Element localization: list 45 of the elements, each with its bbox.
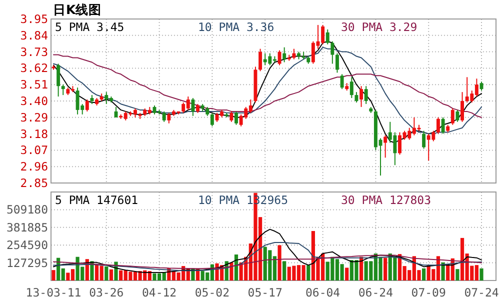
bar: [384, 258, 388, 280]
bar: [441, 262, 445, 280]
y-tick-label: 381885: [6, 220, 48, 234]
y-tick-label: 3.73: [20, 44, 48, 59]
y-tick-label: 127295: [6, 256, 48, 270]
y-tick-label: 3.95: [20, 12, 48, 26]
bar: [109, 269, 114, 280]
y-tick-label: 3.51: [20, 78, 48, 92]
bar: [345, 268, 349, 280]
bar: [480, 268, 484, 280]
x-tick-label: 13-03-11: [26, 286, 82, 300]
y-tick-label: 254590: [6, 238, 48, 252]
bar: [282, 261, 286, 280]
y-tick-label: 2.96: [20, 160, 48, 174]
bar: [456, 269, 460, 280]
x-tick-label: 06-24: [358, 286, 394, 300]
chart-title: 日K线图: [53, 2, 102, 17]
text: 30 PMA 3.29: [341, 20, 418, 34]
y-tick-label: 3.29: [20, 110, 48, 124]
bar: [104, 266, 108, 280]
y-tick-label: 3.40: [20, 94, 48, 108]
bar: [422, 268, 426, 280]
x-tick-label: 07-24: [464, 286, 499, 300]
x-tick-label: 04-12: [142, 286, 177, 300]
line-series: [53, 228, 482, 273]
text: 5 PMA 147601: [55, 193, 138, 207]
text: 10 PMA 3.36: [198, 20, 274, 34]
y-tick-label: 509180: [6, 202, 48, 217]
y-tick-label: 3.07: [20, 143, 48, 158]
line-series: [53, 242, 482, 272]
line-series: [53, 254, 482, 270]
text: 5 PMA 3.45: [55, 20, 124, 34]
x-tick-label: 03-26: [89, 286, 124, 300]
bar: [306, 265, 310, 280]
x-tick-label: 07-09: [411, 286, 446, 300]
y-tick-label: 3.84: [20, 28, 48, 42]
text: 30 PMA 127803: [341, 193, 432, 207]
x-tick-label: 05-17: [248, 286, 282, 300]
y-tick-label: 3.18: [20, 126, 48, 141]
y-tick-label: 3.62: [20, 61, 48, 76]
x-tick-label: 06-04: [305, 286, 340, 300]
y-tick-label: 2.85: [20, 176, 48, 190]
bar: [278, 245, 282, 280]
bar: [52, 270, 56, 280]
x-tick-label: 05-02: [194, 286, 230, 300]
